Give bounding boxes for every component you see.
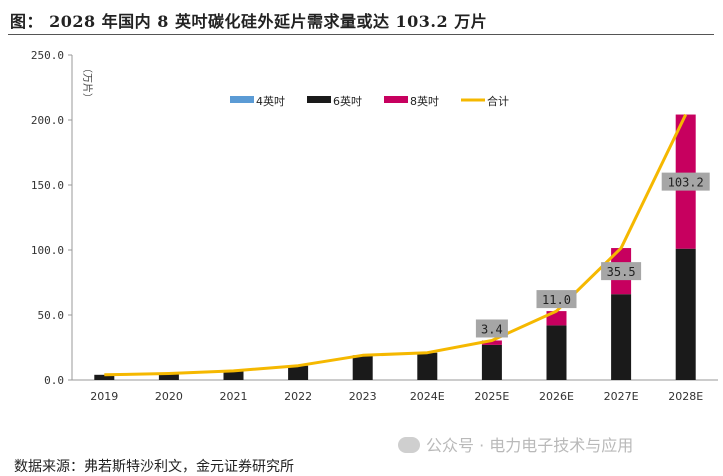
y-tick-label: 250.0 xyxy=(31,49,64,62)
bar-6-inch xyxy=(223,370,244,380)
bar-6-inch xyxy=(417,352,438,380)
x-tick-label: 2025E xyxy=(474,390,509,403)
y-tick-label: 150.0 xyxy=(31,179,64,192)
bar-6-inch xyxy=(546,325,567,380)
data-label: 11.0 xyxy=(542,293,571,307)
legend-8-inch-swatch xyxy=(384,96,408,103)
stacked-bar-chart: 0.0 50.0 100.0 150.0 200.0 250.0 （万片） 2019 2020 2… xyxy=(31,49,718,403)
bar-6-inch xyxy=(94,374,115,380)
figure-title: 图： 2028 年国内 8 英吋碳化硅外延片需求量或达 103.2 万片 xyxy=(10,12,488,31)
bar-6-inch xyxy=(611,294,632,380)
x-tick-label: 2028E xyxy=(668,390,703,403)
data-label: 103.2 xyxy=(668,176,704,190)
watermark-text: 公众号 · 电力电子技术与应用 xyxy=(426,436,634,455)
data-label: 35.5 xyxy=(607,265,636,279)
x-tick-label: 2020 xyxy=(155,390,183,403)
wechat-icon xyxy=(398,437,420,453)
data-label-box xyxy=(601,262,642,281)
legend-4-inch-label: 4英吋 xyxy=(256,94,285,108)
legend-6-inch-swatch xyxy=(307,96,331,103)
source-note: 数据来源：弗若斯特沙利文，金元证券研究所 xyxy=(14,456,294,476)
source-prefix: 数据来源： xyxy=(14,459,84,475)
x-tick-label: 2022 xyxy=(284,390,312,403)
legend-6-inch-label: 6英吋 xyxy=(333,94,362,108)
data-label: 3.4 xyxy=(481,322,503,336)
total-line xyxy=(104,113,688,377)
bar-6-inch xyxy=(158,373,179,380)
y-tick-label: 100.0 xyxy=(31,244,64,257)
data-label-box xyxy=(475,319,508,338)
x-tick-label: 2023 xyxy=(349,390,377,403)
x-tick-label: 2019 xyxy=(90,390,118,403)
x-tick-label: 2024E xyxy=(410,390,445,403)
unit-label: （万片） xyxy=(81,63,94,103)
bar-6-inch xyxy=(675,248,696,380)
bar-6-inch xyxy=(352,355,373,380)
y-tick-label: 0.0 xyxy=(44,374,64,387)
title-divider xyxy=(8,34,714,35)
y-tick-label: 200.0 xyxy=(31,114,64,127)
x-tick-label: 2021 xyxy=(220,390,248,403)
legend-4-inch-swatch xyxy=(230,96,254,103)
source-text: 弗若斯特沙利文，金元证券研究所 xyxy=(84,459,294,475)
bar-6-inch xyxy=(288,365,309,380)
bar-6-inch xyxy=(481,344,502,380)
data-label-box xyxy=(661,172,710,191)
x-tick-label: 2027E xyxy=(604,390,639,403)
data-label-box xyxy=(536,290,577,309)
y-tick-label: 50.0 xyxy=(38,309,65,322)
bar-8-inch xyxy=(481,340,502,345)
legend-total-label: 合计 xyxy=(487,94,509,108)
x-tick-label: 2026E xyxy=(539,390,574,403)
legend-8-inch-label: 8英吋 xyxy=(410,94,439,108)
watermark: 公众号 · 电力电子技术与应用 xyxy=(398,432,633,456)
